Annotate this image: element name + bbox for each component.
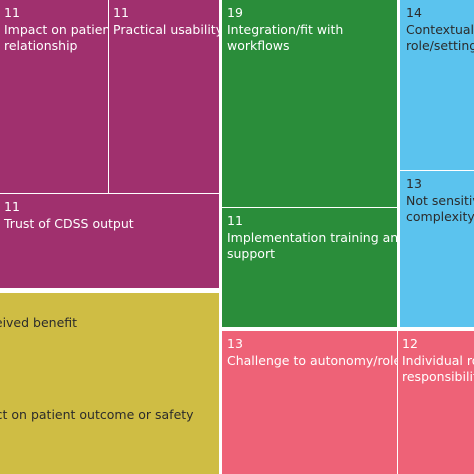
- tile-category-label: Impact on patient relationship: [4, 21, 108, 54]
- treemap-tile: 11 Practical usability: [109, 0, 219, 193]
- tile-category-label: Integration/fit with workflows: [227, 21, 344, 54]
- treemap-tile: act on patient outcome or safety: [0, 375, 219, 474]
- tile-category-label: act on patient outcome or safety: [0, 407, 194, 422]
- tile-count-label: 11: [227, 213, 243, 228]
- tile-count-label: 12: [402, 336, 418, 351]
- tile-text: 11 Trust of CDSS output: [4, 199, 134, 232]
- tile-count-label: 11: [4, 5, 20, 20]
- tile-category-label: Contextual f role/setting: [406, 21, 474, 54]
- tile-category-label: Not sensitiv complexity: [406, 192, 474, 225]
- tile-count-label: 13: [406, 176, 422, 191]
- tile-category-label: Challenge to autonomy/role: [227, 352, 397, 368]
- tile-text: act on patient outcome or safety: [0, 407, 194, 424]
- tile-text: 13 Challenge to autonomy/role: [227, 336, 397, 369]
- tile-count-label: 14: [406, 5, 422, 20]
- tile-category-label: Individual ro responsibility: [402, 352, 474, 385]
- tile-count-label: 13: [227, 336, 243, 351]
- tile-text: 11 Practical usability: [113, 5, 219, 38]
- tile-text: ceived benefit: [0, 315, 77, 332]
- tile-category-label: ceived benefit: [0, 315, 78, 330]
- tile-category-label: Implementation training and support: [227, 229, 397, 262]
- tile-category-label: Trust of CDSS output: [4, 215, 134, 231]
- tile-count-label: 19: [227, 5, 243, 20]
- treemap-tile: 19 Integration/fit with workflows: [222, 0, 397, 207]
- tile-count-label: 11: [4, 199, 20, 214]
- treemap-tile: 13 Challenge to autonomy/role: [222, 331, 397, 474]
- tile-category-label: Practical usability: [113, 21, 219, 37]
- treemap-tile: 11 Trust of CDSS output: [0, 194, 219, 288]
- tile-count-label: 11: [113, 5, 129, 20]
- tile-text: 19 Integration/fit with workflows: [227, 5, 343, 55]
